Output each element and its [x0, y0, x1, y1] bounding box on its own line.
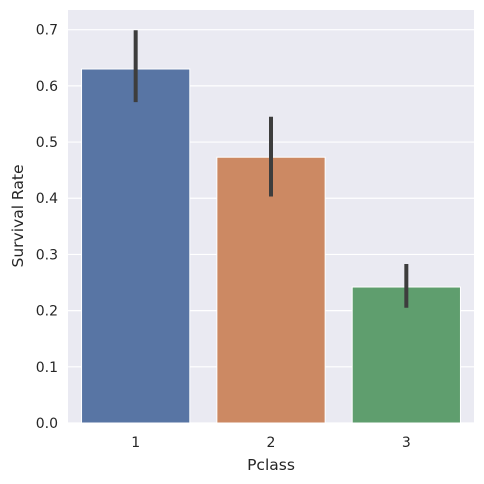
bar-1 [81, 68, 191, 424]
bar-2 [216, 156, 326, 424]
y-tick-label: 0.7 [36, 23, 58, 39]
x-axis-label: Pclass [247, 456, 295, 474]
y-tick-label: 0.5 [36, 135, 58, 151]
x-tick-label: 1 [131, 435, 140, 451]
y-tick-labels: 0.0 0.1 0.2 0.3 0.4 0.5 0.6 0.7 [36, 23, 58, 432]
y-axis-label: Survival Rate [9, 165, 27, 268]
x-tick-labels: 1 2 3 [131, 435, 411, 451]
x-tick-label: 3 [402, 435, 411, 451]
bars [81, 68, 461, 424]
y-tick-label: 0.1 [36, 360, 58, 376]
bar-3 [351, 286, 461, 424]
y-tick-label: 0.6 [36, 79, 58, 95]
y-tick-label: 0.4 [36, 191, 58, 207]
y-tick-label: 0.3 [36, 247, 58, 263]
x-tick-label: 2 [267, 435, 276, 451]
y-tick-label: 0.0 [36, 416, 58, 432]
error-bars [133, 30, 409, 308]
y-tick-label: 0.2 [36, 304, 58, 320]
